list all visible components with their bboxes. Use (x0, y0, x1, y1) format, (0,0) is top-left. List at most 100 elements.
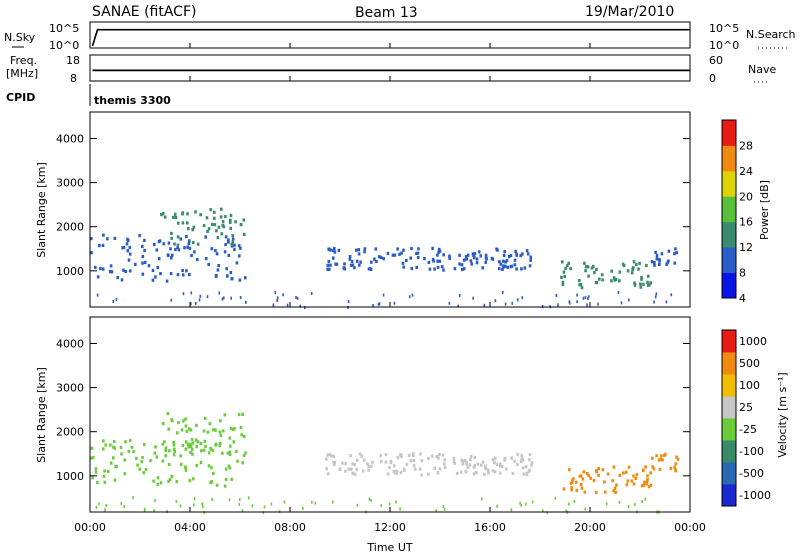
power-cell (176, 243, 180, 247)
power-cell (499, 262, 503, 266)
power-cell (116, 276, 119, 280)
velocity-cell (218, 430, 222, 434)
power-cell (233, 247, 236, 251)
velocity-cell (302, 506, 304, 510)
power-cell (635, 262, 638, 267)
velocity-cell (412, 463, 416, 468)
power-cell (128, 269, 132, 273)
velocity-cell (182, 419, 185, 423)
power-cell (400, 251, 403, 255)
power-cell (327, 247, 331, 251)
velocity-cell (235, 449, 238, 453)
power-cell (230, 242, 234, 246)
power-cell (192, 225, 196, 229)
velocity-cell (642, 469, 645, 473)
velocity-cell (228, 466, 232, 470)
power-cell (555, 294, 558, 297)
velocity-cell (674, 468, 677, 472)
power-cell (221, 297, 224, 301)
velocity-cell (661, 458, 664, 462)
velocity-colorbar-frame (721, 329, 737, 507)
power-cell (190, 302, 192, 306)
velocity-cell (366, 462, 369, 466)
velocity-cell (651, 465, 654, 469)
power-cell (584, 269, 587, 273)
velocity-colorbar-swatch (722, 352, 736, 375)
velocity-cell (152, 479, 155, 483)
velocity-cell (172, 443, 176, 447)
power-cell (210, 247, 214, 251)
power-cell (646, 274, 650, 278)
velocity-cell (128, 438, 132, 443)
power-cell (126, 238, 130, 242)
velocity-cell (199, 461, 203, 465)
power-cell (337, 248, 341, 252)
velocity-cell (371, 460, 374, 464)
velocity-cell (189, 450, 192, 455)
velocity-cell (568, 502, 570, 506)
power-cell (187, 242, 191, 246)
power-cell (431, 246, 434, 250)
velocity-cell (251, 504, 254, 508)
power-cell (177, 221, 180, 225)
velocity-cell (384, 460, 388, 464)
velocity-cell (349, 454, 352, 458)
power-cell (231, 234, 234, 238)
power-cell (182, 292, 185, 296)
velocity-cell (202, 448, 206, 452)
velocity-cell (443, 458, 447, 462)
power-cell (343, 262, 346, 266)
velocity-cell (473, 455, 476, 460)
power-cell (176, 235, 180, 239)
power-cell (457, 304, 459, 308)
power-cell (428, 267, 432, 271)
velocity-cell (333, 461, 336, 465)
velocity-cell (172, 440, 175, 445)
date-title: 19/Mar/2010 (585, 4, 674, 20)
power-cell (181, 273, 185, 277)
velocity-cell (640, 484, 644, 488)
power-cell (163, 215, 167, 219)
power-cell (479, 254, 482, 258)
power-cell (590, 266, 594, 270)
velocity-cell (224, 477, 228, 482)
power-cell (355, 248, 358, 252)
velocity-cell (209, 480, 212, 484)
velocity-cell (504, 467, 508, 471)
power-cell (654, 250, 657, 254)
velocity-cell (228, 453, 232, 457)
velocity-cell (503, 456, 507, 461)
velocity-cell (594, 490, 598, 495)
time-tick-label: 08:00 (274, 521, 306, 534)
velocity-cell (326, 472, 330, 476)
power-cell (94, 265, 97, 269)
velocity-cell (441, 453, 445, 457)
velocity-cell (586, 472, 589, 476)
velocity-cell (466, 465, 470, 469)
velocity-cell (589, 476, 592, 480)
freq-unit-label: [MHz] (6, 67, 38, 80)
velocity-cell (159, 481, 163, 485)
power-cell (665, 300, 668, 304)
velocity-cell (189, 428, 193, 432)
velocity-cell (328, 453, 331, 457)
power-cell (502, 265, 506, 269)
velocity-cell (634, 476, 638, 480)
velocity-cell (311, 500, 313, 504)
power-cell (204, 257, 208, 261)
power-cell (632, 260, 636, 264)
power-cell (326, 263, 330, 267)
power-cell (176, 245, 179, 250)
power-cell (141, 272, 145, 276)
power-cell (516, 298, 519, 302)
power-cell (234, 220, 237, 224)
velocity-cell (189, 442, 192, 446)
velocity-cell (214, 443, 217, 447)
power-cell (327, 259, 331, 264)
power-ytick-label: 2000 (56, 221, 84, 234)
power-cell (598, 277, 601, 281)
power-cell (188, 239, 191, 243)
velocity-cell (513, 459, 516, 463)
velocity-cell (203, 416, 207, 421)
power-cell (186, 245, 189, 249)
